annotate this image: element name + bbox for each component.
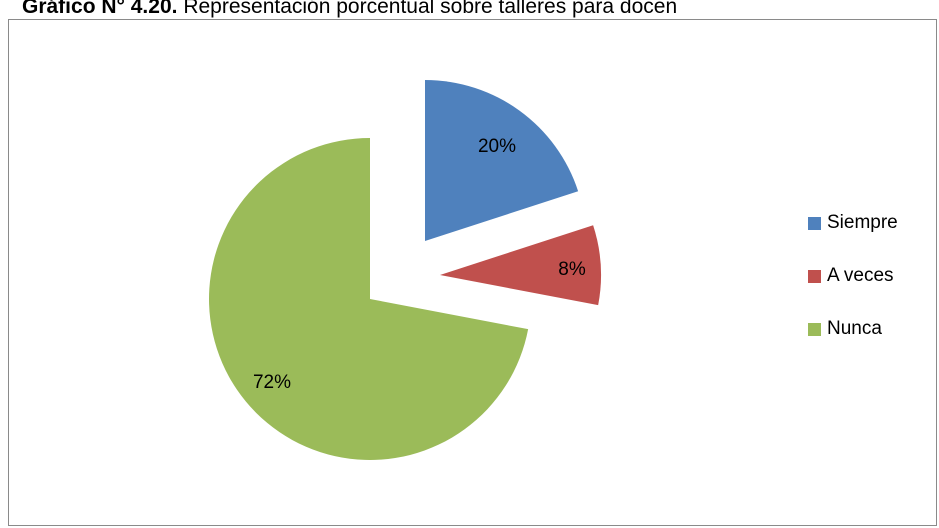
caption-text: Representación porcentual sobre talleres… [183, 0, 678, 18]
legend-label: A veces [827, 265, 894, 286]
caption-number: Gráfico N° 4.20. [22, 0, 178, 18]
legend-label: Siempre [827, 212, 898, 233]
figure-caption: Gráfico N° 4.20. Representación porcentu… [22, 0, 677, 20]
pie-slice-siempre [425, 80, 579, 241]
legend-label: Nunca [827, 318, 882, 339]
pie-slice-nunca [209, 138, 529, 460]
legend-swatch [808, 216, 821, 230]
legend-item-nunca: Nunca [808, 316, 898, 342]
slice-label-a-veces: 8% [558, 259, 586, 280]
slice-label-siempre: 20% [478, 136, 516, 157]
legend-swatch [808, 269, 821, 283]
legend-item-a-veces: A veces [808, 263, 898, 289]
slice-label-nunca: 72% [253, 372, 291, 393]
pie-slice-a-veces [440, 225, 602, 306]
legend-item-siempre: Siempre [808, 210, 898, 236]
legend-swatch [808, 322, 821, 336]
chart-legend: Siempre A veces Nunca [808, 210, 898, 369]
